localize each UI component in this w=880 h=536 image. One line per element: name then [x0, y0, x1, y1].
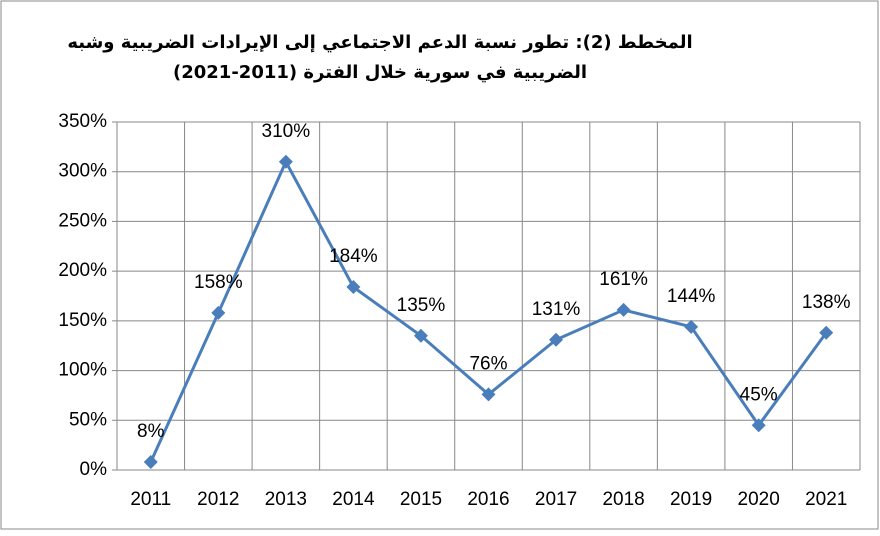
x-tick-label: 2017	[535, 489, 577, 510]
x-tick-label: 2011	[130, 489, 171, 510]
data-marker	[143, 455, 158, 470]
data-marker	[751, 418, 766, 433]
x-tick-label: 2019	[670, 489, 712, 510]
data-marker	[549, 332, 564, 347]
data-label: 45%	[740, 384, 778, 405]
data-label: 310%	[262, 121, 311, 142]
y-tick-label: 0%	[80, 459, 108, 480]
x-tick-label: 2014	[332, 489, 375, 510]
data-marker	[413, 328, 428, 343]
x-tick-label: 2013	[265, 489, 307, 510]
y-tick-label: 100%	[58, 360, 107, 381]
x-tick-label: 2018	[602, 489, 644, 510]
data-label: 138%	[802, 292, 851, 313]
data-marker	[346, 280, 361, 295]
data-label: 131%	[532, 299, 581, 320]
data-label: 8%	[137, 421, 165, 442]
x-tick-label: 2012	[197, 489, 239, 510]
y-tick-label: 350%	[58, 111, 107, 132]
y-tick-label: 250%	[58, 210, 107, 231]
data-marker	[481, 387, 496, 402]
data-label: 76%	[469, 353, 507, 374]
data-marker	[211, 305, 226, 320]
x-tick-label: 2015	[400, 489, 442, 510]
data-label: 184%	[329, 246, 378, 267]
data-marker	[819, 325, 834, 340]
data-label: 158%	[194, 272, 243, 293]
data-marker	[684, 319, 699, 334]
x-tick-label: 2020	[738, 489, 780, 510]
x-tick-label: 2016	[467, 489, 509, 510]
data-label: 144%	[667, 286, 716, 307]
x-tick-label: 2021	[805, 489, 847, 510]
y-tick-label: 150%	[58, 310, 107, 331]
data-marker	[278, 154, 293, 169]
data-marker	[616, 302, 631, 317]
y-tick-label: 200%	[58, 260, 107, 281]
y-tick-label: 300%	[58, 161, 107, 182]
chart-title: المخطط (2): تطور نسبة الدعم الاجتماعي إل…	[67, 32, 692, 53]
y-tick-label: 50%	[69, 409, 107, 430]
chart-title: الضريبية في سورية خلال الفترة (2011-2021…	[173, 62, 587, 83]
data-label: 135%	[397, 295, 446, 316]
data-label: 161%	[599, 269, 648, 290]
